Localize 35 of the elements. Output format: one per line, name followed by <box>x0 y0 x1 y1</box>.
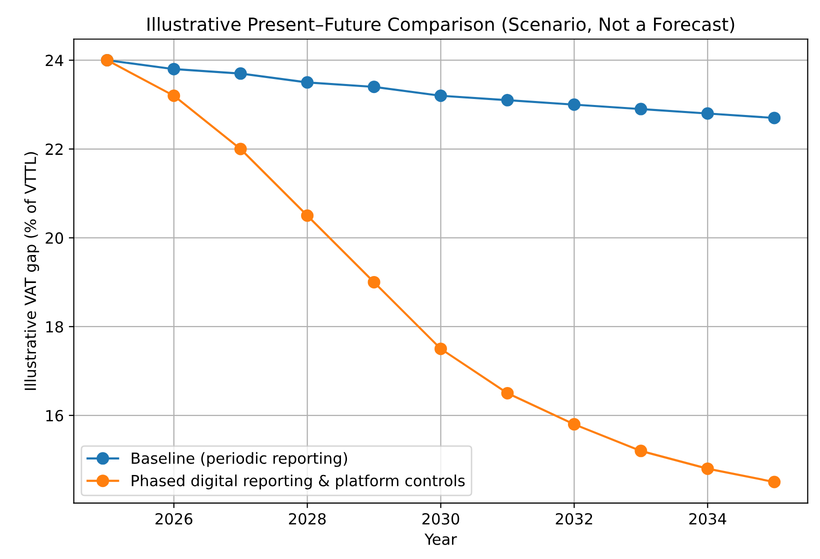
point <box>434 89 447 102</box>
y-tick-label: 22 <box>46 143 63 155</box>
point <box>234 142 247 156</box>
point <box>501 94 514 106</box>
y-tick-label: 20 <box>46 232 64 244</box>
point <box>368 276 380 288</box>
y-tick-label: 18 <box>46 321 64 333</box>
x-axis-title: Year <box>424 534 457 545</box>
point <box>301 76 314 89</box>
point <box>701 107 714 120</box>
y-tick-label: 24 <box>46 54 64 66</box>
point <box>634 102 648 116</box>
chart-title: Illustrative Present–Future Comparison (Scenario, Not a Forecast) <box>148 17 734 35</box>
legend-label: Phased digital reporting & platform controls <box>132 474 465 490</box>
legend-label: Baseline (periodic reporting) <box>132 452 348 467</box>
point <box>634 444 648 458</box>
point <box>568 98 580 111</box>
x-tick-label: 2030 <box>422 513 460 525</box>
x-tick-label: 2032 <box>556 513 592 525</box>
point <box>768 112 781 124</box>
y-tick-label: 16 <box>46 410 64 422</box>
point <box>568 418 580 431</box>
point <box>434 342 447 356</box>
x-tick-label: 2028 <box>288 513 326 525</box>
point <box>168 89 180 102</box>
x-tick-label: 2034 <box>689 513 726 525</box>
point <box>368 80 380 94</box>
x-tick-label: 2026 <box>156 513 192 525</box>
point <box>768 476 781 488</box>
y-axis-title: Illustrative VAT gap (% of VTTL) <box>24 152 40 390</box>
point <box>234 67 247 80</box>
point <box>168 62 180 76</box>
point <box>501 386 514 400</box>
point <box>701 462 714 475</box>
point <box>301 209 314 222</box>
